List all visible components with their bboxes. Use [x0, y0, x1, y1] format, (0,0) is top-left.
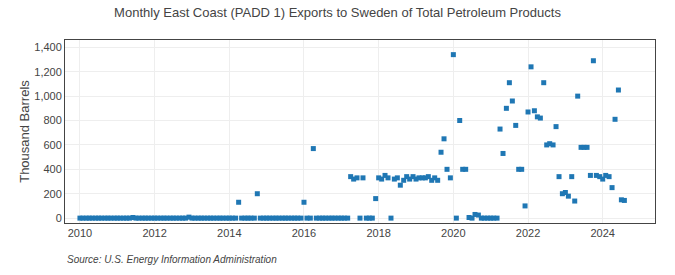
svg-text:Monthly East Coast (PADD 1) Ex: Monthly East Coast (PADD 1) Exports to S… — [114, 5, 561, 20]
svg-text:800: 800 — [43, 114, 61, 126]
svg-text:2014: 2014 — [217, 227, 241, 239]
svg-text:2016: 2016 — [292, 227, 316, 239]
svg-text:2024: 2024 — [590, 227, 614, 239]
svg-text:200: 200 — [43, 188, 61, 200]
svg-text:2020: 2020 — [441, 227, 465, 239]
svg-text:1,400: 1,400 — [34, 41, 62, 53]
svg-text:400: 400 — [43, 163, 61, 175]
svg-text:2022: 2022 — [516, 227, 540, 239]
svg-text:2012: 2012 — [142, 227, 166, 239]
svg-text:0: 0 — [56, 212, 62, 224]
svg-text:2018: 2018 — [366, 227, 390, 239]
svg-text:2010: 2010 — [68, 227, 92, 239]
svg-text:600: 600 — [43, 139, 61, 151]
svg-text:1,000: 1,000 — [34, 90, 62, 102]
svg-text:1,200: 1,200 — [34, 66, 62, 78]
svg-text:Source: U.S. Energy Informatio: Source: U.S. Energy Information Administ… — [67, 254, 277, 265]
svg-text:Thousand Barrels: Thousand Barrels — [17, 80, 32, 183]
